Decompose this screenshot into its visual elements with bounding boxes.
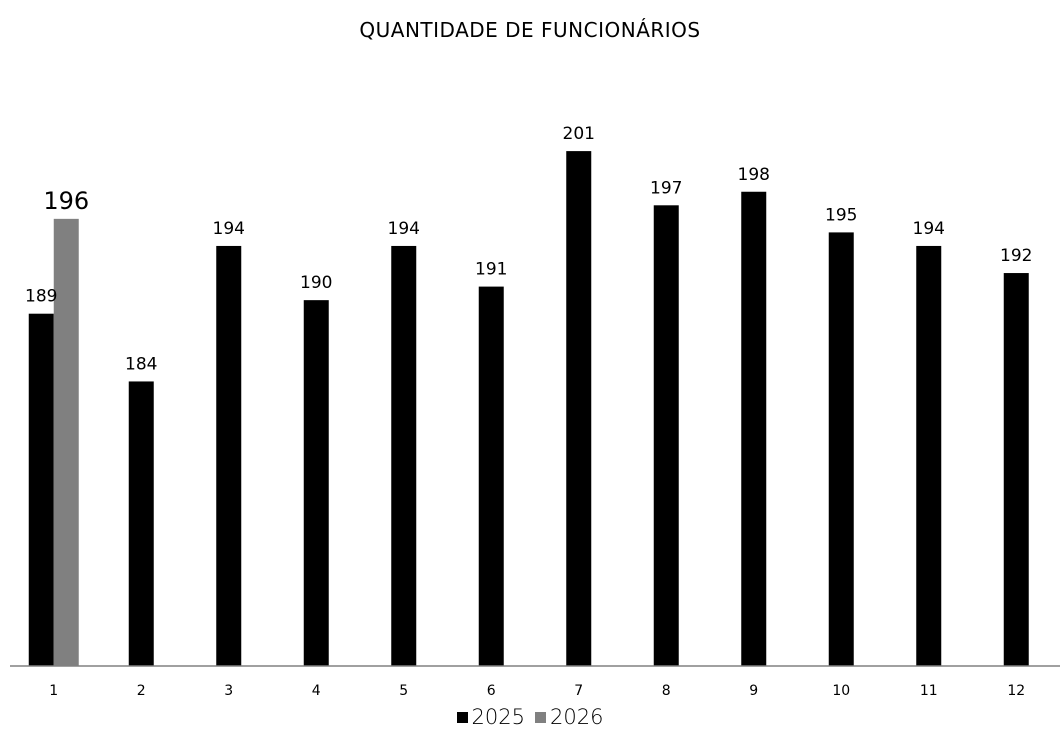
legend-item-2025: 2025 <box>456 705 525 729</box>
data-label-2025-10: 195 <box>825 205 857 225</box>
data-label-2025-2: 184 <box>125 354 157 374</box>
bar-2025-12 <box>1003 273 1029 666</box>
chart-title: QUANTIDADE DE FUNCIONÁRIOS <box>359 18 701 42</box>
x-tick-label-5: 5 <box>399 683 408 699</box>
data-label-2026-1: 196 <box>43 187 89 215</box>
x-tick-label-9: 9 <box>749 683 758 699</box>
data-label-2025-7: 201 <box>563 124 595 144</box>
data-label-2025-8: 197 <box>650 178 682 198</box>
bar-2025-5 <box>391 245 417 666</box>
data-label-2025-9: 198 <box>738 165 770 185</box>
x-tick-label-4: 4 <box>312 683 321 699</box>
bars-layer <box>28 151 1029 667</box>
bar-2025-2 <box>128 381 154 666</box>
bar-chart: 189196184194190194191201197198195194192 … <box>10 124 1060 699</box>
data-label-2025-4: 190 <box>300 273 332 293</box>
x-tick-label-10: 10 <box>832 683 850 699</box>
x-tick-labels: 1 2 3 4 5 6 7 8 9 10 11 12 <box>49 683 1025 699</box>
data-label-2025-11: 194 <box>913 219 945 239</box>
x-tick-label-12: 12 <box>1007 683 1025 699</box>
bar-2025-9 <box>741 191 767 666</box>
x-tick-label-7: 7 <box>574 683 583 699</box>
bar-2025-1 <box>28 313 54 666</box>
bar-2025-4 <box>303 300 329 666</box>
data-label-2025-5: 194 <box>388 219 420 239</box>
legend-item-2026: 2026 <box>535 705 603 729</box>
bar-2025-6 <box>478 286 504 666</box>
bar-2026-1 <box>53 218 79 666</box>
x-tick-label-8: 8 <box>662 683 671 699</box>
data-labels-layer: 189 196 184 194 190 194 191 201 197 198 195 194 192 <box>25 124 1032 374</box>
legend-label-2026: 2026 <box>550 705 604 729</box>
legend: 2025 2026 <box>0 705 1060 729</box>
data-label-2025-3: 194 <box>213 219 245 239</box>
data-label-2025-6: 191 <box>475 260 507 280</box>
bar-2025-8 <box>653 205 679 667</box>
data-label-2025-12: 192 <box>1000 246 1032 266</box>
bar-2025-10 <box>828 232 854 666</box>
bar-2025-3 <box>216 245 242 666</box>
x-tick-label-2: 2 <box>137 683 146 699</box>
bar-2025-11 <box>916 245 942 666</box>
legend-swatch-2026 <box>535 711 546 723</box>
x-tick-label-1: 1 <box>49 683 58 699</box>
x-tick-label-11: 11 <box>920 683 938 699</box>
data-label-2025-1: 189 <box>25 287 57 307</box>
bar-2025-7 <box>566 151 592 667</box>
legend-label-2025: 2025 <box>471 705 525 729</box>
x-tick-label-6: 6 <box>487 683 496 699</box>
legend-swatch-2025 <box>456 711 468 723</box>
x-tick-label-3: 3 <box>224 683 233 699</box>
